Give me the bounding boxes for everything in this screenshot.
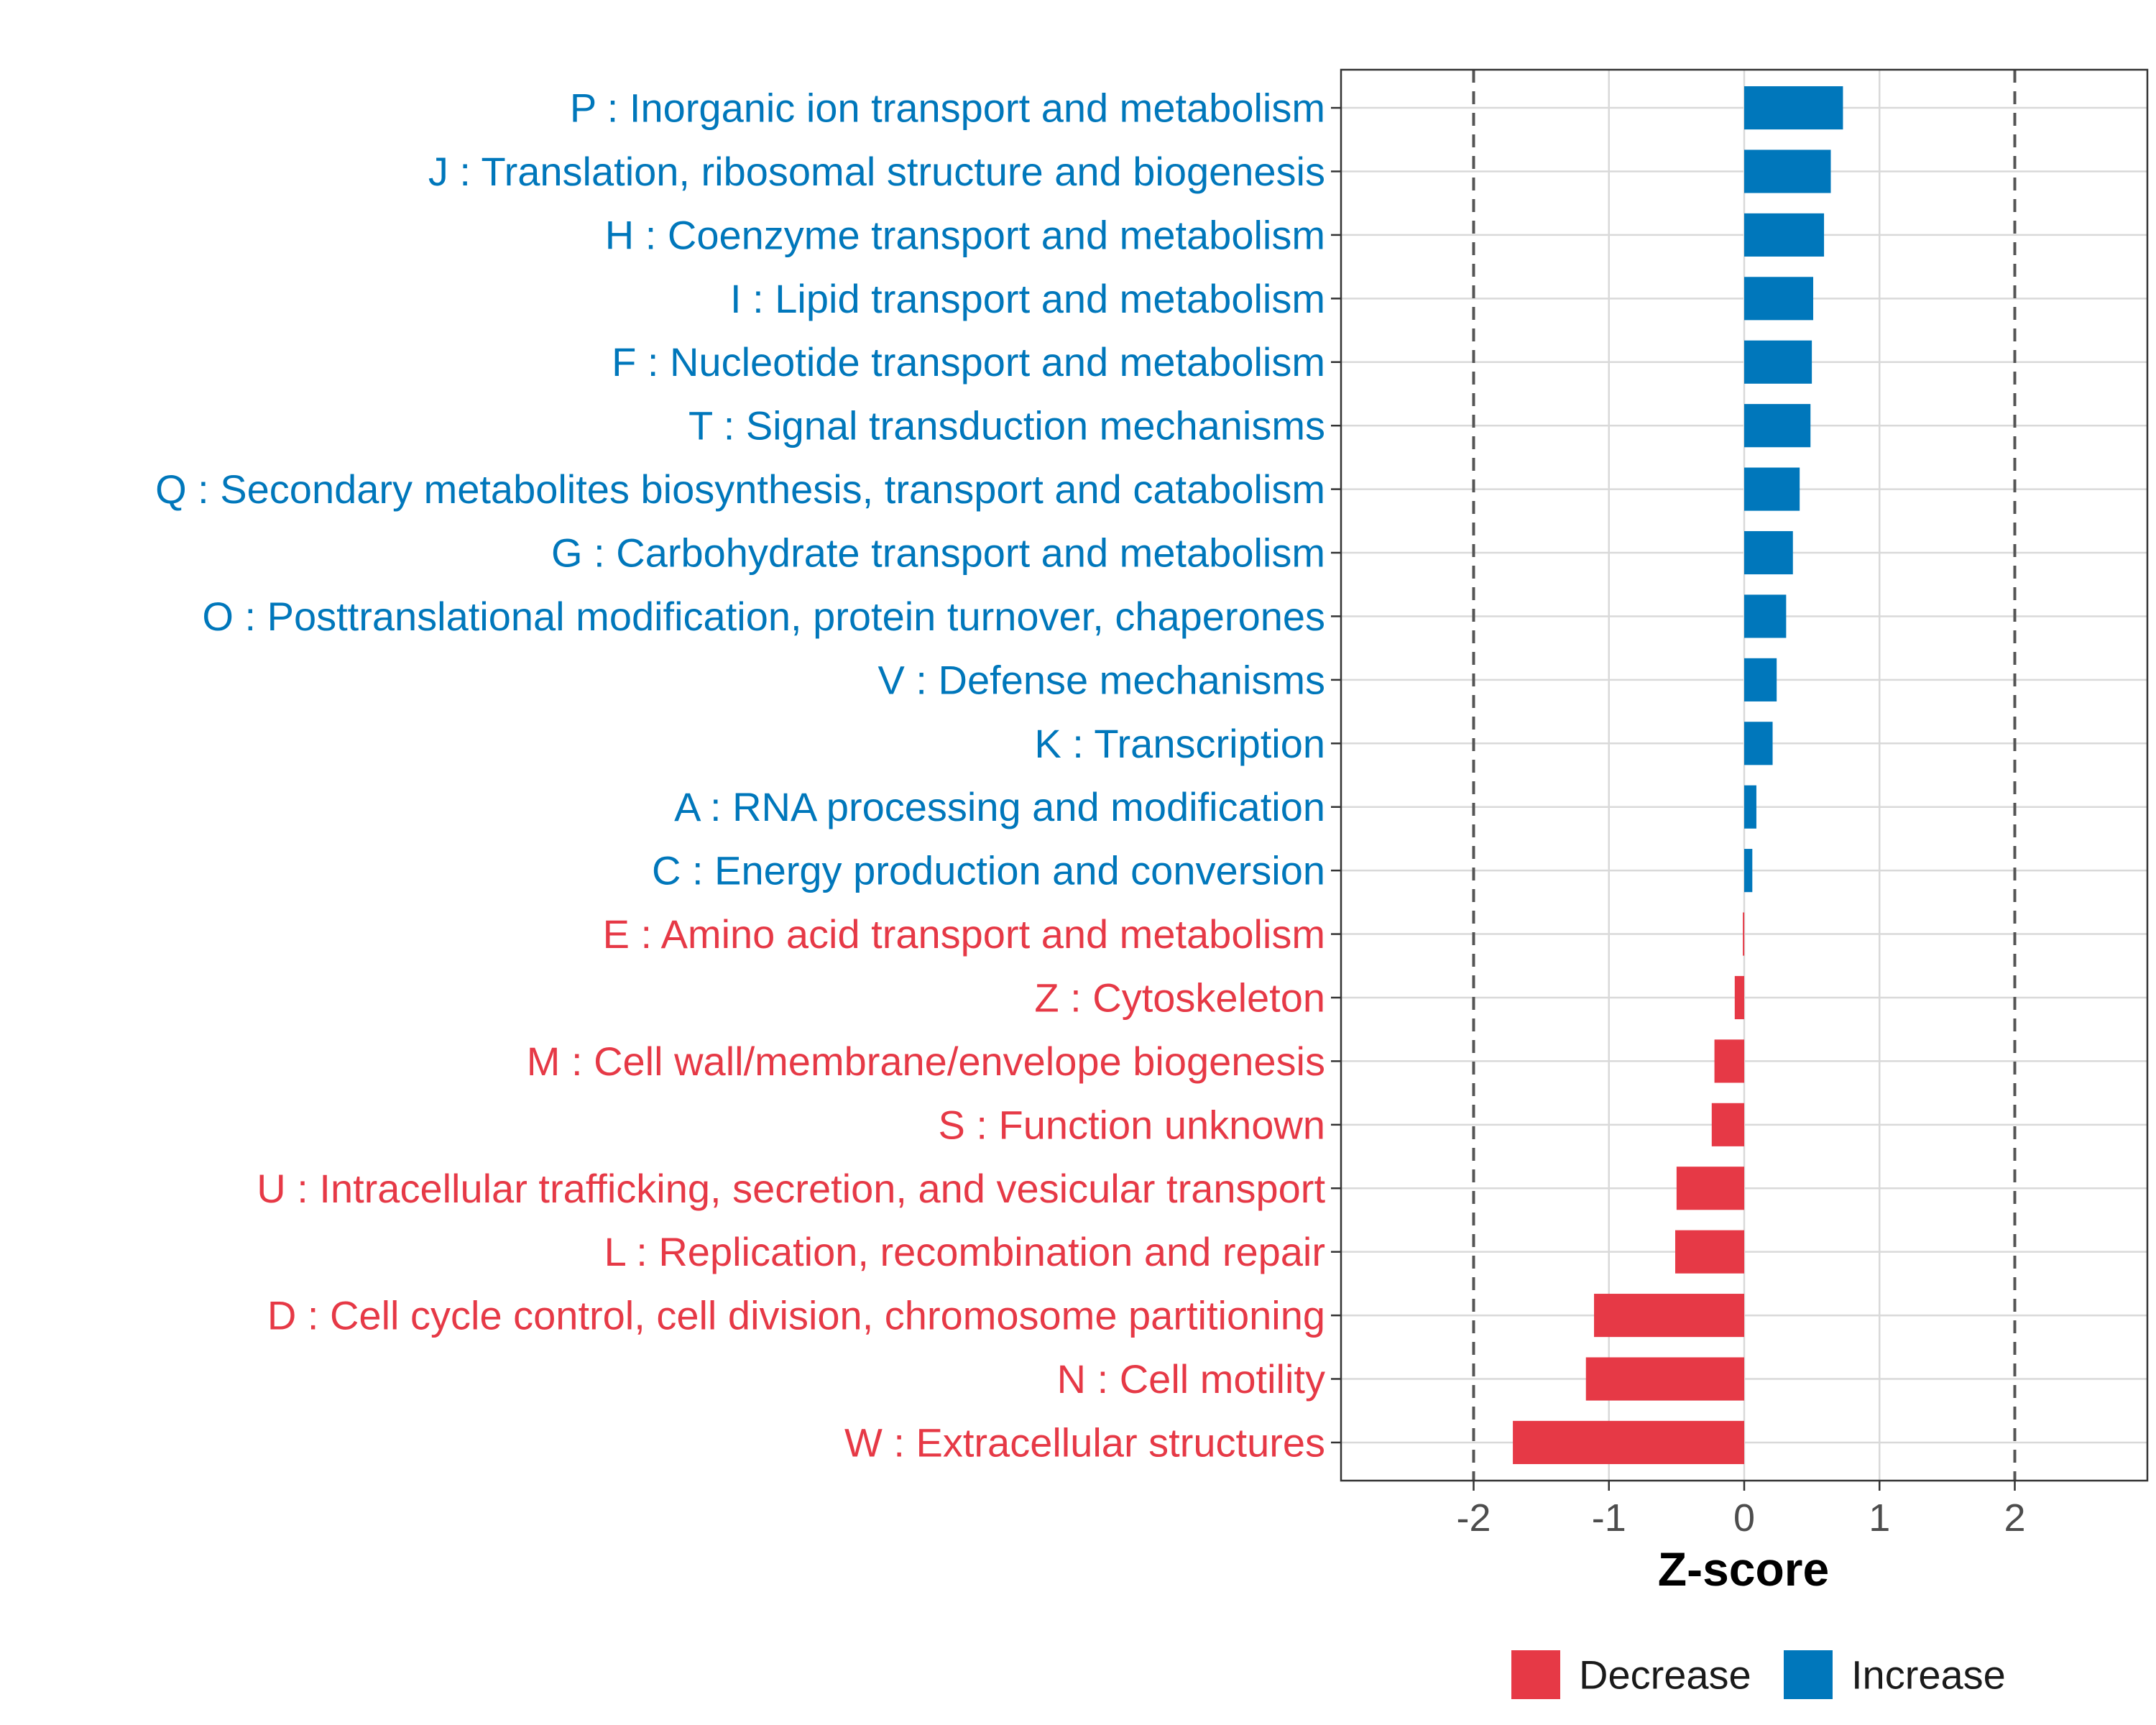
category-label: J : Translation, ribosomal structure and…	[428, 149, 1325, 194]
y-axis-ticks	[1331, 106, 1341, 1444]
bar	[1744, 150, 1831, 193]
bar	[1585, 1357, 1744, 1401]
bar	[1711, 1103, 1744, 1146]
category-label: U : Intracellular trafficking, secretion…	[257, 1166, 1325, 1211]
category-label: Q : Secondary metabolites biosynthesis, …	[155, 466, 1325, 512]
category-label: A : RNA processing and modification	[674, 784, 1325, 829]
x-tick-label: -1	[1592, 1496, 1626, 1540]
bar	[1743, 912, 1745, 956]
category-label: T : Signal transduction mechanisms	[688, 403, 1325, 448]
bar	[1744, 467, 1800, 511]
legend: Decrease Increase	[1511, 1650, 2006, 1699]
category-label: S : Function unknown	[938, 1102, 1325, 1147]
x-axis-title: Z-score	[1658, 1542, 1829, 1596]
legend-swatch	[1784, 1650, 1833, 1699]
x-tick-label: 1	[1869, 1496, 1890, 1540]
bar	[1676, 1167, 1744, 1210]
bar	[1734, 975, 1744, 1020]
category-labels: P : Inorganic ion transport and metaboli…	[155, 86, 1325, 1466]
bar	[1744, 785, 1756, 829]
category-label: K : Transcription	[1034, 721, 1325, 766]
category-label: G : Carbohydrate transport and metabolis…	[551, 530, 1325, 576]
bar	[1744, 213, 1825, 257]
category-label: O : Posttranslational modification, prot…	[202, 594, 1325, 639]
x-axis-ticks	[1473, 1481, 2016, 1491]
reference-lines	[1472, 70, 2017, 1481]
category-label: Z : Cytoskeleton	[1034, 975, 1325, 1020]
bars	[1513, 86, 1843, 1465]
category-label: M : Cell wall/membrane/envelope biogenes…	[527, 1039, 1325, 1084]
bar	[1744, 404, 1811, 448]
x-tick-labels: -2 -1 0 1 2	[1456, 1496, 2025, 1540]
x-tick-label: 2	[2004, 1496, 2025, 1540]
bar	[1744, 849, 1753, 893]
bar	[1513, 1420, 1744, 1465]
bar	[1714, 1039, 1744, 1083]
x-tick-label: -2	[1456, 1496, 1491, 1540]
bar	[1744, 658, 1777, 702]
category-label: P : Inorganic ion transport and metaboli…	[570, 86, 1325, 131]
category-label: D : Cell cycle control, cell division, c…	[267, 1293, 1325, 1338]
bar	[1744, 722, 1773, 765]
bar	[1744, 340, 1812, 384]
category-label: L : Replication, recombination and repai…	[604, 1229, 1325, 1274]
legend-label: Decrease	[1579, 1652, 1751, 1698]
legend-swatch	[1511, 1650, 1560, 1699]
category-label: I : Lipid transport and metabolism	[730, 276, 1325, 321]
bar	[1744, 530, 1793, 575]
bar	[1744, 594, 1787, 638]
bar	[1674, 1230, 1744, 1274]
category-label: V : Defense mechanisms	[878, 657, 1325, 702]
legend-label: Increase	[1851, 1652, 2006, 1698]
category-label: C : Energy production and conversion	[652, 848, 1325, 893]
bar	[1744, 277, 1814, 321]
category-label: W : Extracellular structures	[844, 1420, 1325, 1465]
x-tick-label: 0	[1733, 1496, 1755, 1540]
bar	[1594, 1294, 1744, 1338]
category-label: N : Cell motility	[1057, 1356, 1325, 1402]
bar	[1744, 86, 1843, 130]
category-label: H : Coenzyme transport and metabolism	[605, 212, 1325, 257]
category-label: F : Nucleotide transport and metabolism	[612, 339, 1325, 385]
category-label: E : Amino acid transport and metabolism	[603, 911, 1325, 957]
